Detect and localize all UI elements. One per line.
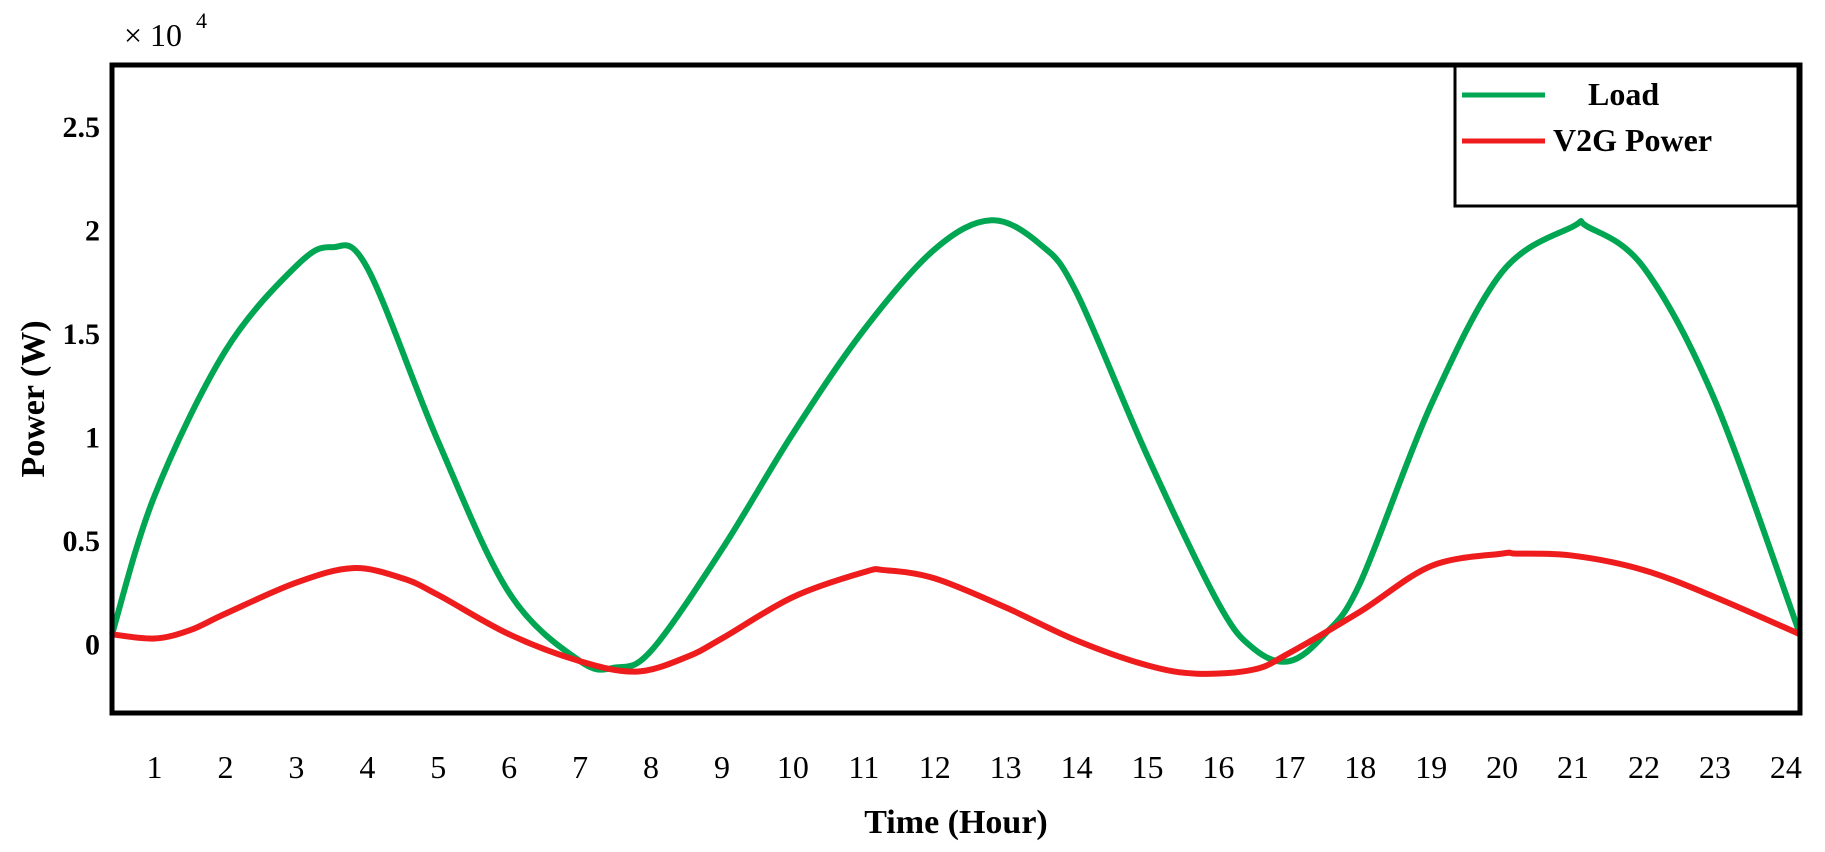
legend-label-load: Load <box>1588 76 1659 112</box>
legend-label-v2g-power: V2G Power <box>1553 122 1712 158</box>
series-line-v2g-power <box>111 549 1802 677</box>
x-axis-ticks: 1 2 3 4 5 6 7 8 9 10 11 12 13 14 15 16 17 18 19 20 21 22 23 24 <box>147 749 1802 785</box>
x-tick-label: 22 <box>1628 749 1660 785</box>
y-tick-label: 0.5 <box>63 525 101 558</box>
y-tick-label: 1.5 <box>63 318 101 351</box>
x-tick-label: 2 <box>217 749 233 785</box>
y-multiplier-exponent: 4 <box>196 8 207 33</box>
y-axis-ticks: 0 0.5 1 1.5 2 2.5 <box>63 111 101 662</box>
x-tick-label: 19 <box>1415 749 1447 785</box>
y-tick-label: 2.5 <box>63 111 101 144</box>
x-tick-label: 24 <box>1770 749 1802 785</box>
x-tick-label: 8 <box>643 749 659 785</box>
x-tick-label: 23 <box>1699 749 1731 785</box>
x-tick-label: 10 <box>777 749 809 785</box>
legend: Load V2G Power <box>1453 64 1800 208</box>
x-tick-label: 3 <box>288 749 304 785</box>
series-layer <box>109 217 1803 677</box>
x-tick-label: 18 <box>1344 749 1376 785</box>
x-tick-label: 6 <box>501 749 517 785</box>
x-axis-title: Time (Hour) <box>864 804 1048 841</box>
x-tick-label: 21 <box>1557 749 1589 785</box>
x-tick-label: 1 <box>147 749 163 785</box>
x-tick-label: 20 <box>1486 749 1518 785</box>
x-tick-label: 13 <box>990 749 1022 785</box>
x-tick-label: 14 <box>1061 749 1093 785</box>
x-tick-label: 12 <box>919 749 951 785</box>
y-multiplier-base: × 10 <box>124 17 182 53</box>
x-tick-label: 16 <box>1202 749 1234 785</box>
x-tick-label: 11 <box>848 749 879 785</box>
series-line-load <box>109 217 1803 673</box>
legend-box <box>1453 64 1800 208</box>
y-axis-title: Power (W) <box>15 320 52 477</box>
x-tick-label: 5 <box>430 749 446 785</box>
x-tick-label: 15 <box>1131 749 1163 785</box>
y-axis-multiplier: × 10 4 <box>124 8 207 53</box>
y-tick-label: 0 <box>85 629 100 662</box>
plot-frame <box>109 62 1803 716</box>
x-tick-label: 4 <box>359 749 375 785</box>
y-tick-label: 1 <box>85 422 100 455</box>
x-tick-label: 9 <box>714 749 730 785</box>
x-tick-label: 17 <box>1273 749 1305 785</box>
x-tick-label: 7 <box>572 749 588 785</box>
y-tick-label: 2 <box>85 215 100 248</box>
